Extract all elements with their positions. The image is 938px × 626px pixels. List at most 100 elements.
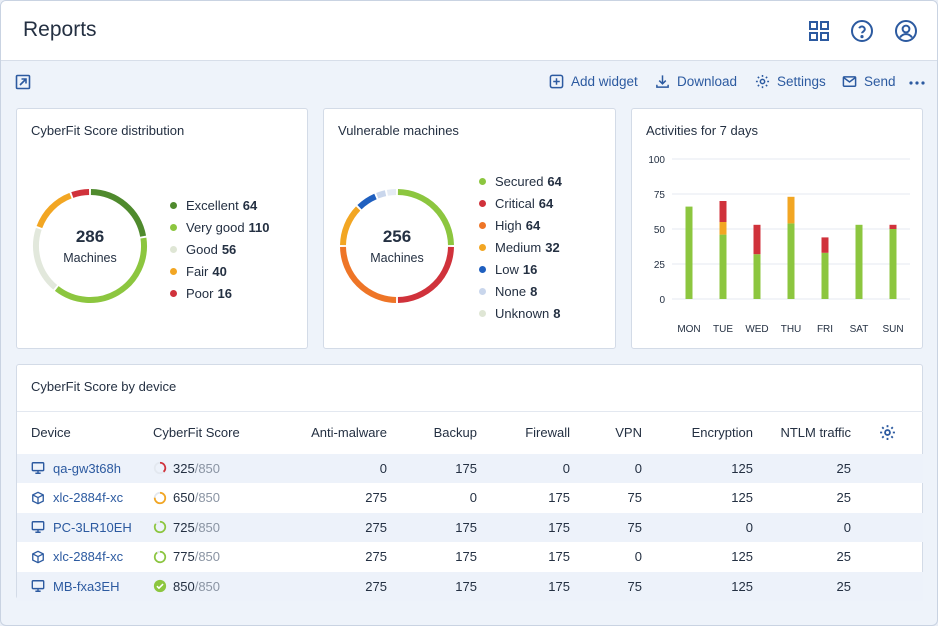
grid-icon[interactable] [807, 19, 831, 43]
column-header-anti-malware[interactable]: Anti-malware [275, 411, 387, 454]
row-spacer [851, 571, 923, 601]
download-button[interactable]: Download [655, 74, 737, 89]
legend-value: 110 [248, 219, 270, 235]
gear-icon [755, 74, 770, 89]
score-ring-icon [153, 491, 167, 504]
donut-total-label: Machines [63, 251, 117, 265]
column-header-firewall[interactable]: Firewall [477, 411, 570, 454]
legend-value: 16 [217, 285, 232, 301]
download-icon [656, 75, 669, 88]
send-button[interactable]: Send [842, 74, 896, 89]
legend-value: 64 [538, 195, 554, 211]
table-row[interactable]: xlc-2884f-xc 775/850 275 175 175 0 125 25 [17, 542, 923, 572]
row-spacer [851, 483, 923, 513]
device-cell: qa-gw3t68h [17, 453, 147, 483]
score-cell: 325/850 [147, 453, 275, 483]
vpn-cell: 75 [627, 490, 642, 506]
distribution-donut [33, 189, 147, 303]
anti-malware-cell: 275 [365, 490, 387, 506]
encryption-cell: 125 [731, 490, 753, 506]
x-tick-label: SAT [850, 324, 869, 335]
device-cell: xlc-2884f-xc [17, 483, 147, 513]
more-icon[interactable] [908, 80, 926, 86]
legend-dot [170, 267, 177, 275]
score-cell: 775/850 [147, 542, 275, 572]
donut-total: 256 [382, 227, 412, 246]
column-header-backup[interactable]: Backup [387, 411, 477, 454]
legend-item: Fair 40 [170, 260, 270, 282]
donut-segment [397, 246, 454, 303]
expand-icon[interactable] [15, 74, 31, 90]
ntlm-cell: 25 [753, 571, 851, 601]
vulnerable-legend: Secured 64 Critical 64 High 64 Medium 32 Low 16 No… [479, 170, 562, 324]
legend-item: None 8 [479, 280, 562, 302]
mail-icon [842, 76, 857, 87]
donut-segment [36, 192, 72, 229]
device-name: MB-fxa3EH [53, 578, 120, 594]
column-settings[interactable] [851, 411, 923, 454]
account-icon[interactable] [894, 19, 918, 43]
column-header-device[interactable]: Device [17, 411, 147, 454]
device-name: xlc-2884f-xc [53, 549, 124, 565]
score-ring-icon [153, 462, 167, 475]
table-row[interactable]: xlc-2884f-xc 650/850 275 0 175 75 125 25 [17, 483, 923, 513]
column-header-ntlm[interactable]: NTLM traffic [753, 411, 851, 454]
add-widget-button[interactable]: Add widget [549, 74, 638, 89]
legend-dot [170, 201, 177, 209]
column-header-vpn[interactable]: VPN [570, 411, 642, 454]
x-tick-label: FRI [817, 324, 833, 335]
desktop-icon [31, 520, 45, 534]
score-value: 650 [173, 490, 195, 506]
help-icon[interactable] [850, 19, 874, 43]
device-table: Device CyberFit Score Anti-malware Backu… [17, 411, 923, 601]
anti-malware-cell: 275 [365, 549, 387, 565]
legend-item: Poor 16 [170, 282, 270, 304]
device-link[interactable]: PC-3LR10EH [31, 520, 147, 535]
score-max: /850 [194, 549, 221, 565]
device-link[interactable]: MB-fxa3EH [31, 579, 147, 594]
virtual-machine-icon [31, 550, 45, 564]
vulnerable-widget[interactable]: Vulnerable machines 256 Machines Secured… [323, 108, 616, 349]
table-row[interactable]: qa-gw3t68h 325/850 0 175 0 0 125 25 [17, 453, 923, 483]
table-row[interactable]: MB-fxa3EH 850/850 275 175 175 75 125 25 [17, 571, 923, 601]
score-cell: 650/850 [147, 483, 275, 513]
distribution-widget[interactable]: CyberFit Score distribution 286 Machines… [16, 108, 308, 349]
widget-title: Vulnerable machines [338, 123, 459, 138]
gear-icon[interactable] [879, 424, 896, 441]
legend-dot [170, 289, 177, 297]
row-spacer [851, 512, 923, 542]
legend-label: Unknown [495, 305, 550, 321]
activities-widget[interactable]: Activities for 7 days 0 25 50 75 100 MON TUE WE… [631, 108, 923, 349]
legend-value: 8 [553, 305, 561, 321]
settings-button[interactable]: Settings [755, 74, 826, 89]
row-spacer [851, 453, 923, 483]
legend-label: Excellent [186, 197, 239, 213]
ntlm-cell: 0 [753, 512, 851, 542]
column-header-encryption[interactable]: Encryption [642, 411, 753, 454]
desktop-icon [31, 461, 45, 475]
score-value: 775 [173, 549, 195, 565]
device-link[interactable]: xlc-2884f-xc [31, 490, 147, 505]
legend-dot [170, 245, 177, 253]
column-header-score[interactable]: CyberFit Score [147, 411, 275, 454]
score-max: /850 [194, 490, 221, 506]
device-link[interactable]: qa-gw3t68h [31, 461, 147, 476]
score-ring-icon [153, 550, 167, 563]
legend-label: High [495, 217, 522, 233]
x-tick-label: SUN [882, 324, 903, 335]
check-circle-icon [153, 580, 167, 593]
legend-label: Critical [495, 195, 535, 211]
score-by-device-widget[interactable]: CyberFit Score by device Device CyberFit… [16, 364, 923, 601]
legend-label: None [495, 283, 527, 299]
y-tick-label: 75 [654, 190, 666, 201]
x-tick-label: THU [781, 324, 802, 335]
donut-segment [71, 189, 90, 198]
donut-segment [386, 189, 397, 196]
encryption-cell: 125 [642, 571, 753, 601]
table-row[interactable]: PC-3LR10EH 725/850 275 175 175 75 0 0 [17, 512, 923, 542]
device-link[interactable]: xlc-2884f-xc [31, 549, 147, 564]
anti-malware-cell: 0 [275, 453, 387, 483]
legend-label: Medium [495, 239, 542, 255]
settings-label: Settings [777, 74, 826, 89]
